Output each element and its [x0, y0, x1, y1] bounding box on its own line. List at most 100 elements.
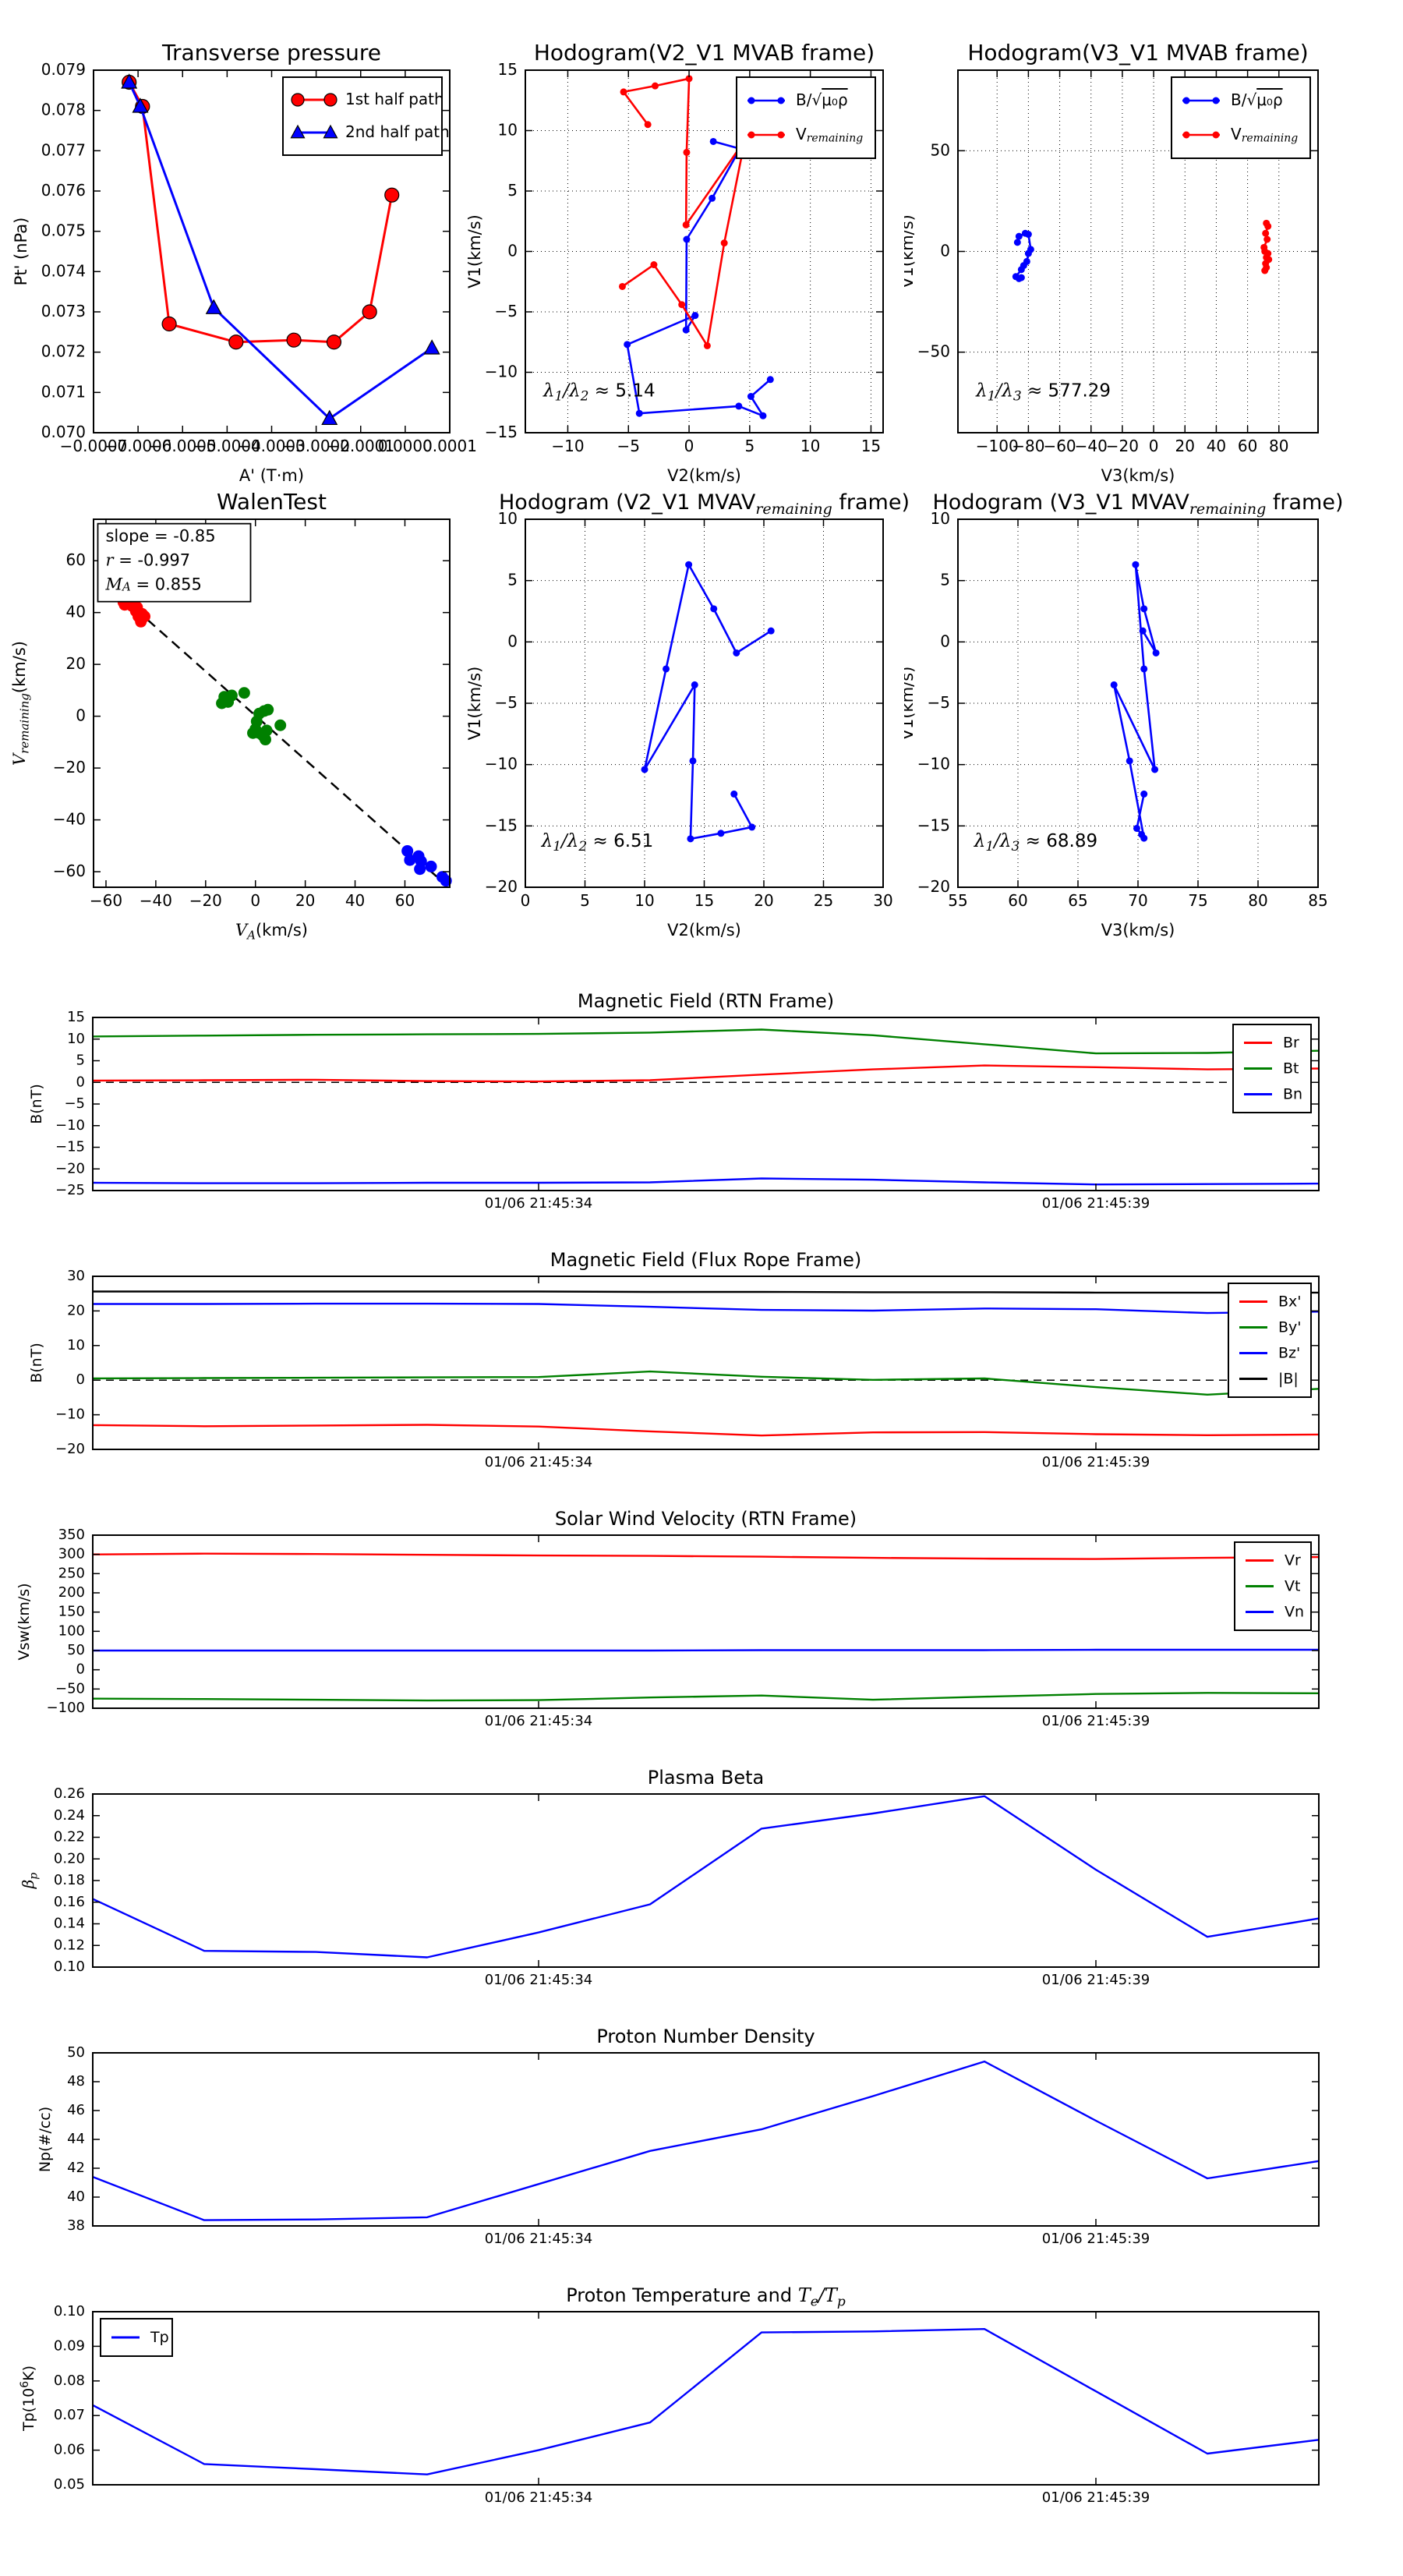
svg-text:Hodogram (V2_V1 MVAVremaining: Hodogram (V2_V1 MVAVremaining frame): [499, 490, 910, 518]
svg-text:0: 0: [76, 1371, 85, 1388]
svg-text:−10: −10: [55, 1407, 85, 1423]
svg-text:V3(km/s): V3(km/s): [1101, 466, 1175, 485]
svg-text:V1(km/s): V1(km/s): [468, 214, 484, 288]
svg-text:Solar Wind Velocity (RTN Frame: Solar Wind Velocity (RTN Frame): [555, 1508, 857, 1530]
svg-text:Vremaining(km/s): Vremaining(km/s): [10, 641, 32, 766]
svg-text:0.20: 0.20: [54, 1850, 85, 1867]
svg-text:30: 30: [873, 891, 892, 910]
svg-text:2nd half path: 2nd half path: [345, 122, 450, 141]
svg-text:01/06 21:45:34: 01/06 21:45:34: [485, 1972, 592, 1988]
svg-text:01/06 21:45:39: 01/06 21:45:39: [1042, 1713, 1150, 1729]
svg-text:−5: −5: [64, 1095, 85, 1112]
svg-text:5: 5: [744, 437, 755, 455]
svg-text:|B|: |B|: [1278, 1370, 1299, 1387]
svg-text:Vsw(km/s): Vsw(km/s): [16, 1583, 33, 1660]
svg-text:MA = 0.855: MA = 0.855: [104, 575, 201, 594]
svg-text:−50: −50: [55, 1680, 85, 1697]
svg-text:0.16: 0.16: [54, 1894, 85, 1910]
svg-text:−0.0007: −0.0007: [60, 437, 128, 455]
chart-transverse-pressure: −0.0007 −0.0006 −0.0005 −0.0004 −0.0003 −0.00…: [0, 0, 499, 511]
svg-text:0.10: 0.10: [54, 1959, 85, 1975]
svg-text:0.078: 0.078: [41, 100, 86, 119]
svg-text:−20: −20: [53, 758, 86, 777]
svg-text:0.18: 0.18: [54, 1872, 85, 1888]
svg-text:−25: −25: [55, 1182, 85, 1198]
svg-text:0.08: 0.08: [54, 2373, 85, 2389]
svg-text:−60: −60: [90, 891, 122, 910]
svg-text:−10: −10: [485, 754, 518, 773]
svg-text:0.079: 0.079: [41, 60, 86, 79]
svg-text:10: 10: [931, 509, 950, 528]
svg-text:20: 20: [295, 891, 315, 910]
svg-text:01/06 21:45:34: 01/06 21:45:34: [485, 2231, 592, 2247]
svg-text:−20: −20: [55, 1441, 85, 1457]
svg-text:20: 20: [754, 891, 773, 910]
svg-text:−10: −10: [485, 362, 518, 380]
svg-text:25: 25: [814, 891, 833, 910]
svg-text:1st half path: 1st half path: [345, 90, 444, 108]
svg-text:0.0001: 0.0001: [422, 437, 477, 455]
svg-text:42: 42: [67, 2160, 85, 2176]
svg-text:Np(#/cc): Np(#/cc): [37, 2107, 54, 2172]
svg-text:5: 5: [76, 1053, 85, 1069]
svg-text:0.07: 0.07: [54, 2407, 85, 2423]
svg-text:B(nT): B(nT): [28, 1084, 45, 1124]
svg-text:0: 0: [521, 891, 531, 910]
svg-text:20: 20: [67, 1302, 85, 1318]
svg-text:V2(km/s): V2(km/s): [667, 466, 741, 485]
svg-text:20: 20: [1175, 437, 1195, 455]
svg-text:5: 5: [507, 570, 518, 589]
svg-text:−50: −50: [917, 341, 950, 360]
svg-text:Vr: Vr: [1285, 1552, 1301, 1569]
svg-text:A' (T·m): A' (T·m): [239, 466, 304, 485]
svg-text:65: 65: [1068, 891, 1087, 910]
svg-text:Br: Br: [1283, 1034, 1299, 1051]
svg-text:85: 85: [1308, 891, 1327, 910]
chart-hodogram-v2v1-mvab: −10 −5 0 5 10 15 −15 −10 −5 0 5 10 15 Hodogram(V2_V1 …: [465, 0, 935, 511]
svg-text:01/06 21:45:34: 01/06 21:45:34: [485, 2489, 592, 2506]
svg-text:0.14: 0.14: [54, 1916, 85, 1932]
svg-text:0: 0: [507, 632, 518, 650]
svg-text:0.076: 0.076: [41, 181, 86, 200]
svg-text:Bx': Bx': [1278, 1293, 1302, 1310]
svg-text:0.0000: 0.0000: [378, 437, 433, 455]
svg-text:0: 0: [76, 1661, 85, 1678]
svg-text:0.06: 0.06: [54, 2442, 85, 2458]
svg-text:44: 44: [67, 2131, 85, 2147]
svg-text:−20: −20: [485, 877, 518, 896]
svg-text:0: 0: [684, 437, 694, 455]
svg-text:λ1/λ2 ≈ 6.51: λ1/λ2 ≈ 6.51: [541, 831, 654, 855]
svg-text:V1(km/s): V1(km/s): [904, 214, 917, 288]
svg-text:0: 0: [76, 1074, 85, 1090]
svg-text:0.070: 0.070: [41, 423, 86, 441]
svg-text:50: 50: [67, 1642, 85, 1658]
svg-text:0: 0: [1149, 437, 1159, 455]
svg-text:Plasma Beta: Plasma Beta: [648, 1767, 764, 1789]
svg-text:Vremaining: Vremaining: [796, 125, 863, 145]
svg-text:20: 20: [66, 654, 86, 673]
chart-magnetic-field-rtn: 01/06 21:45:34 01/06 21:45:39 −25 −20 −15 −10…: [0, 975, 1403, 1232]
svg-text:5: 5: [580, 891, 590, 910]
svg-text:B(nT): B(nT): [28, 1343, 45, 1383]
svg-text:−5: −5: [495, 302, 518, 320]
svg-text:0.077: 0.077: [41, 140, 86, 159]
svg-text:−15: −15: [485, 816, 518, 834]
svg-text:60: 60: [395, 891, 415, 910]
svg-text:−100: −100: [976, 437, 1019, 455]
svg-text:−15: −15: [917, 816, 950, 834]
svg-text:Magnetic Field (RTN Frame): Magnetic Field (RTN Frame): [578, 990, 834, 1012]
svg-text:75: 75: [1188, 891, 1207, 910]
svg-text:15: 15: [694, 891, 714, 910]
chart-hodogram-v3v1-mvav: 55 60 65 70 75 80 85 −20 −15 −10 −5 0 5 10 Hodogram (V…: [898, 460, 1403, 967]
svg-text:80: 80: [1269, 437, 1288, 455]
svg-text:0.24: 0.24: [54, 1807, 85, 1824]
svg-text:Hodogram(V2_V1 MVAB frame): Hodogram(V2_V1 MVAB frame): [534, 40, 875, 65]
svg-text:−0.0006: −0.0006: [104, 437, 172, 455]
svg-text:Bt: Bt: [1283, 1060, 1299, 1077]
svg-text:0.22: 0.22: [54, 1829, 85, 1845]
svg-text:−40: −40: [1075, 437, 1108, 455]
svg-text:01/06 21:45:39: 01/06 21:45:39: [1042, 1195, 1150, 1212]
svg-text:10: 10: [634, 891, 654, 910]
chart-plasma-beta: 01/06 21:45:34 01/06 21:45:39 0.10 0.12 0.14…: [0, 1746, 1403, 2004]
svg-text:r = -0.997: r = -0.997: [105, 551, 190, 570]
